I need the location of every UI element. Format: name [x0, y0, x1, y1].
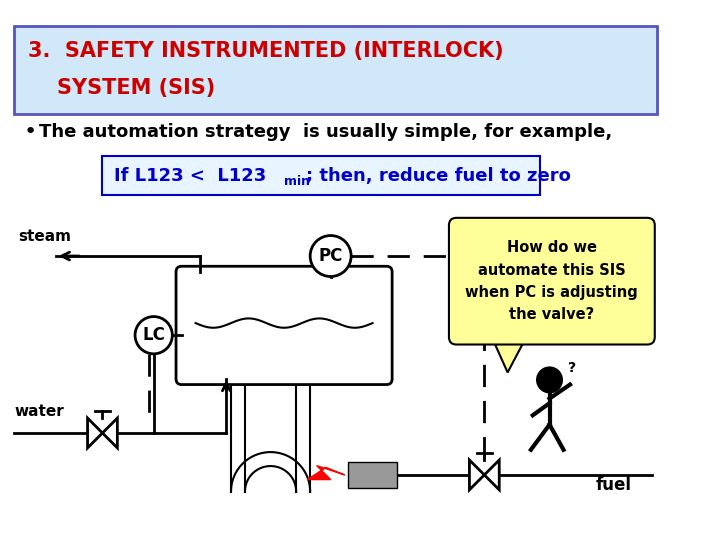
Polygon shape: [492, 337, 526, 373]
Circle shape: [310, 235, 351, 276]
Polygon shape: [102, 418, 117, 448]
Text: How do we
automate this SIS
when PC is adjusting
the valve?: How do we automate this SIS when PC is a…: [466, 240, 638, 322]
Text: ?: ?: [568, 361, 576, 375]
Text: If L123 <  L123: If L123 < L123: [114, 167, 266, 185]
Polygon shape: [307, 465, 345, 480]
Polygon shape: [88, 418, 102, 448]
Circle shape: [537, 368, 562, 392]
Text: fuel: fuel: [596, 476, 632, 494]
FancyBboxPatch shape: [176, 266, 392, 384]
Text: ; then, reduce fuel to zero: ; then, reduce fuel to zero: [305, 167, 570, 185]
FancyBboxPatch shape: [14, 26, 657, 114]
Text: water: water: [14, 404, 64, 419]
Text: 3.  SAFETY INSTRUMENTED (INTERLOCK): 3. SAFETY INSTRUMENTED (INTERLOCK): [28, 41, 503, 61]
Text: LC: LC: [143, 326, 165, 344]
Text: SYSTEM (SIS): SYSTEM (SIS): [28, 78, 215, 98]
FancyBboxPatch shape: [348, 462, 397, 488]
Text: min: min: [284, 175, 310, 188]
Circle shape: [135, 316, 172, 354]
Polygon shape: [485, 460, 499, 490]
Polygon shape: [469, 460, 485, 490]
Text: PC: PC: [318, 247, 343, 265]
Text: The automation strategy  is usually simple, for example,: The automation strategy is usually simpl…: [39, 123, 613, 141]
FancyBboxPatch shape: [102, 157, 540, 195]
FancyBboxPatch shape: [449, 218, 654, 345]
Text: steam: steam: [19, 229, 71, 244]
Text: •: •: [23, 122, 37, 142]
